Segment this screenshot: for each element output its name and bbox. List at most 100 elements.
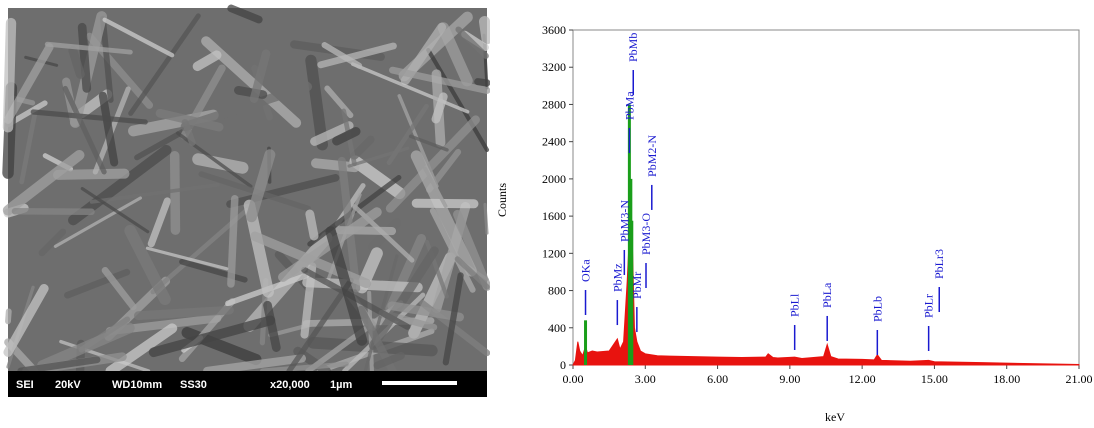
sem-label: SEI	[16, 379, 34, 391]
sem-streak	[385, 115, 480, 213]
sem-streak	[44, 41, 133, 55]
sem-streak	[2, 17, 17, 133]
y-axis-label: Counts	[495, 183, 509, 217]
y-tick-label: 2800	[542, 97, 566, 111]
annotation-label: PbMa	[622, 91, 636, 120]
sem-streak	[37, 322, 135, 371]
annotation-label: PbM2-N	[645, 135, 659, 177]
sem-label: 20kV	[55, 379, 81, 391]
x-tick-label: 9.00	[779, 372, 800, 386]
sem-label: 1µm	[330, 379, 352, 391]
sem-streak	[455, 26, 489, 59]
annotation-label: PbM3-O	[639, 213, 653, 255]
sem-streak	[124, 224, 171, 306]
x-axis-label: keV	[825, 410, 845, 424]
sem-streak	[19, 104, 39, 185]
sem-streak	[478, 16, 490, 45]
sem-streak	[101, 266, 137, 311]
sem-streak	[77, 22, 92, 93]
sem-streak	[474, 78, 490, 87]
x-tick-label: 18.00	[993, 372, 1020, 386]
scale-bar	[382, 381, 457, 385]
chart: Counts keV 0 400 800 1200 1600 2000 2400 2800 32…	[495, 23, 1093, 424]
sem-streak	[453, 209, 490, 291]
sem-streak	[347, 146, 410, 168]
sem-streak	[442, 272, 464, 366]
y-tick-label: 3600	[542, 23, 566, 37]
sem-streak	[277, 62, 313, 92]
sem-streak	[305, 54, 328, 151]
sem-streak	[310, 121, 354, 146]
sem-streak	[321, 42, 363, 69]
sem-streak	[410, 150, 477, 277]
sem-texture	[2, 4, 490, 377]
sem-streak	[350, 135, 375, 160]
sem-streak	[350, 62, 470, 114]
sem-streak	[100, 15, 114, 103]
sem-streak	[11, 208, 95, 216]
sem-label: WD10mm	[112, 379, 162, 391]
y-tick-label: 1200	[542, 246, 566, 260]
sem-streak	[408, 134, 449, 152]
spectrum-area	[572, 220, 1080, 366]
sem-streak	[128, 13, 201, 116]
sem-label: SS30	[180, 379, 207, 391]
sem-streak	[3, 43, 54, 124]
sem-streak	[423, 166, 448, 208]
sem-streak	[305, 209, 319, 241]
sem-streak	[169, 150, 181, 235]
plot-frame	[572, 29, 1080, 366]
sem-streak	[227, 4, 263, 24]
sem-streak	[53, 168, 130, 180]
sem-streak	[181, 119, 196, 146]
annotation-label: PbLr3	[932, 249, 946, 279]
sem-streak	[385, 233, 426, 314]
annotation-label: PbLl	[788, 293, 802, 317]
sem-streak	[286, 277, 354, 374]
x-tick-label: 21.00	[1066, 372, 1093, 386]
sem-image: SEI 20kV WD10mm SS30 x20,000 1µm	[2, 4, 490, 397]
sem-streak	[332, 126, 361, 146]
y-tick-label: 400	[548, 321, 566, 335]
y-tick-label: 2400	[542, 135, 566, 149]
sem-streak	[192, 50, 222, 72]
sem-streak	[68, 144, 172, 226]
sem-streak	[148, 315, 276, 358]
sem-streak	[80, 187, 150, 234]
annotation-label: PbM3-N	[617, 200, 631, 242]
sem-streak	[68, 46, 85, 79]
sem-streak	[483, 202, 489, 235]
sem-streak	[454, 256, 490, 290]
sem-streak	[53, 196, 142, 248]
annotation-label: PbLr	[922, 294, 936, 318]
sem-streak	[431, 92, 448, 124]
sem-streak	[227, 194, 239, 288]
sem-streak	[373, 351, 405, 370]
sem-streak	[325, 226, 368, 346]
sem-streak	[64, 268, 131, 299]
sem-streak	[387, 301, 464, 322]
sem-streak	[426, 47, 490, 152]
sem-streak	[245, 149, 276, 223]
sem-streak	[249, 49, 271, 103]
sem-label: x20,000	[270, 379, 310, 391]
x-tick-label: 15.00	[921, 372, 948, 386]
sem-streak	[203, 354, 307, 376]
sem-streak	[263, 300, 281, 352]
sem-streak	[38, 228, 67, 257]
x-tick-label: 6.00	[707, 372, 728, 386]
sem-streak	[324, 85, 354, 119]
y-tick-label: 1600	[542, 209, 566, 223]
sem-streak	[3, 283, 49, 357]
sem-streak	[102, 17, 175, 58]
annotation-label: PbMr	[630, 272, 644, 299]
annotation-label: PbMz	[610, 263, 624, 292]
sem-streak	[133, 305, 234, 320]
x-tick-label: 3.00	[635, 372, 656, 386]
sem-streak	[155, 108, 224, 132]
y-tick-label: 0	[560, 358, 566, 372]
annotation-label: PbMb	[626, 33, 640, 62]
sem-streak	[147, 197, 171, 248]
annotation-label: PbLb	[870, 296, 884, 322]
